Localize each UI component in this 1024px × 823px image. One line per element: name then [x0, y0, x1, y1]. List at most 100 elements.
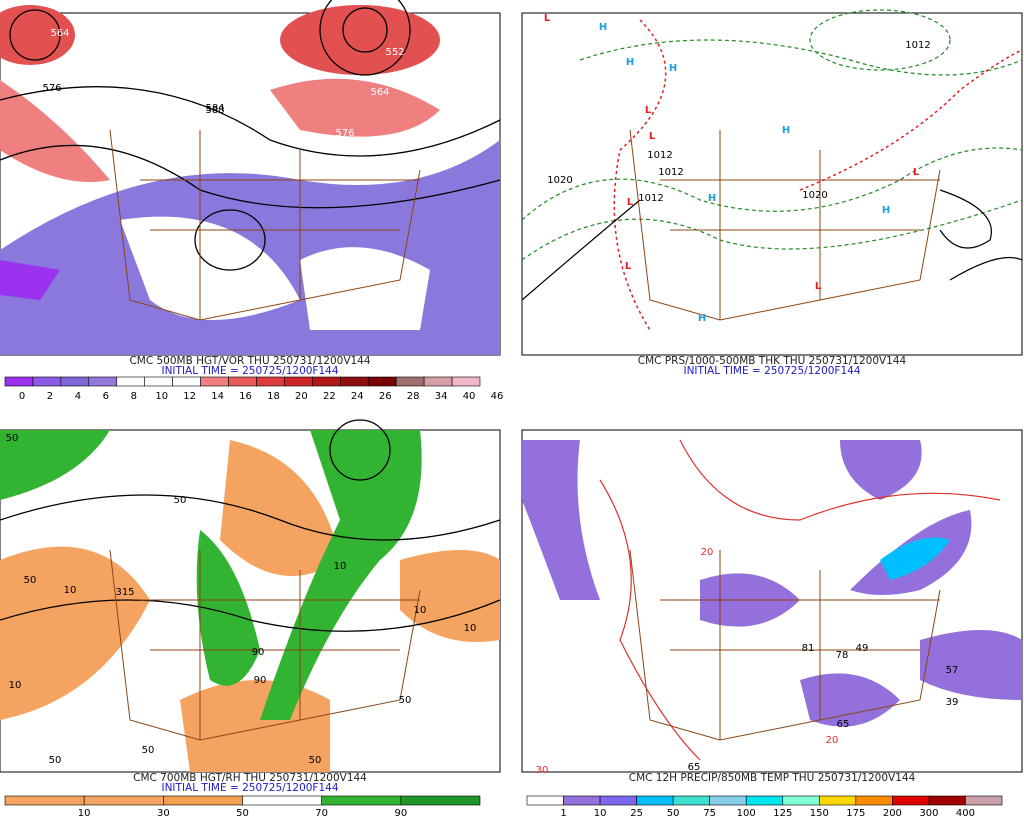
colorbar-box [892, 795, 930, 806]
map-label: 50 [49, 755, 62, 766]
colorbar-box [782, 795, 820, 806]
colorbar-label: 30 [157, 808, 170, 819]
colorbar-box [312, 376, 341, 387]
colorbar-box [855, 795, 893, 806]
map-label: 50 [142, 745, 155, 756]
map-label: H [882, 205, 890, 216]
map-label: 552 [385, 47, 404, 58]
colorbar-label: 70 [315, 808, 328, 819]
colorbar-label: 14 [211, 391, 224, 402]
map-label: L [913, 167, 920, 178]
map-label: 10 [9, 680, 22, 691]
colorbar-label: 20 [295, 391, 308, 402]
colorbar-label: 400 [956, 808, 975, 819]
map-500mb [0, 0, 501, 356]
colorbar-box [636, 795, 674, 806]
colorbar-label: 34 [435, 391, 448, 402]
colorbar-box [116, 376, 146, 387]
map-label: 20 [701, 547, 714, 558]
map-label: 315 [115, 587, 134, 598]
colorbar-label: 1 [560, 808, 566, 819]
map-label: L [815, 281, 822, 292]
map-label: L [625, 261, 632, 272]
colorbar-box [32, 376, 62, 387]
colorbar-box [599, 795, 637, 806]
colorbar-box [83, 795, 164, 806]
colorbar-label: 2 [47, 391, 53, 402]
colorbar-label: 24 [351, 391, 364, 402]
map-label: H [599, 22, 607, 33]
colorbar-label: 200 [883, 808, 902, 819]
colorbar-label: 125 [773, 808, 792, 819]
map-caption: CMC 500MB HGT/VOR THU 250731/1200V144 [129, 355, 370, 367]
map-label: L [649, 131, 656, 142]
colorbar-label: 10 [594, 808, 607, 819]
map-label: 50 [174, 495, 187, 506]
map-label: 564 [370, 87, 389, 98]
map-label: 20 [826, 735, 839, 746]
map-700mb [0, 419, 501, 773]
map-surface-pressure [521, 9, 1023, 356]
colorbar-box [526, 795, 564, 806]
map-label: 576 [42, 83, 61, 94]
colorbar-box [256, 376, 285, 387]
map-label: 50 [399, 695, 412, 706]
colorbar-label: 46 [491, 391, 504, 402]
colorbar-box [60, 376, 90, 387]
map-label: 1012 [905, 40, 930, 51]
colorbar-label: 4 [75, 391, 81, 402]
map-caption: CMC PRS/1000-500MB THK THU 250731/1200V1… [638, 355, 907, 367]
map-label: 1012 [658, 167, 683, 178]
map-caption: CMC 700MB HGT/RH THU 250731/1200V144 [133, 772, 367, 784]
map-label: H [708, 193, 716, 204]
colorbar-label: 12 [183, 391, 196, 402]
colorbar-label: 90 [394, 808, 407, 819]
colorbar-box [965, 795, 1003, 806]
colorbar-box [284, 376, 313, 387]
colorbar-label: 28 [407, 391, 420, 402]
colorbar-label: 0 [19, 391, 25, 402]
map-caption: CMC 12H PRECIP/850MB TEMP THU 250731/120… [629, 772, 916, 784]
map-label: 10 [414, 605, 427, 616]
map-label: 1020 [802, 190, 827, 201]
map-label: 81 [802, 643, 815, 654]
colorbar-box [423, 376, 453, 387]
colorbar-box [4, 795, 85, 806]
colorbar-box [451, 376, 481, 387]
map-label: 65 [688, 762, 701, 773]
map-label: 588 [205, 105, 224, 116]
colorbar-box [672, 795, 710, 806]
colorbar-box [745, 795, 784, 806]
map-label: 90 [252, 647, 265, 658]
map-label: 39 [946, 697, 959, 708]
colorbar-label: 6 [103, 391, 109, 402]
colorbar-label: 10 [155, 391, 168, 402]
map-label: 65 [837, 719, 850, 730]
colorbar-label: 40 [463, 391, 476, 402]
initial-time: INITIAL TIME = 250725/1200F144 [683, 365, 860, 377]
colorbar-box [395, 376, 425, 387]
colorbar-box [144, 376, 173, 387]
colorbar-label: 175 [846, 808, 865, 819]
colorbar-label: 18 [267, 391, 280, 402]
colorbar-label: 8 [131, 391, 137, 402]
colorbar-box [242, 795, 322, 806]
colorbar-box [163, 795, 243, 806]
map-label: H [698, 313, 706, 324]
map-label: 57 [946, 665, 959, 676]
colorbar-label: 50 [236, 808, 249, 819]
colorbar-label: 150 [810, 808, 829, 819]
colorbar-box [88, 376, 118, 387]
map-label: 10 [64, 585, 77, 596]
map-label: 78 [836, 650, 849, 661]
colorbar-box [339, 376, 369, 387]
colorbar-box [200, 376, 229, 387]
colorbar-label: 75 [703, 808, 716, 819]
colorbar-label: 50 [667, 808, 680, 819]
colorbar-box [228, 376, 257, 387]
initial-time: INITIAL TIME = 250725/1200F144 [161, 782, 338, 794]
map-label: H [626, 57, 634, 68]
map-label: H [669, 63, 677, 74]
colorbar-label: 26 [379, 391, 392, 402]
colorbar-label: 100 [737, 808, 756, 819]
